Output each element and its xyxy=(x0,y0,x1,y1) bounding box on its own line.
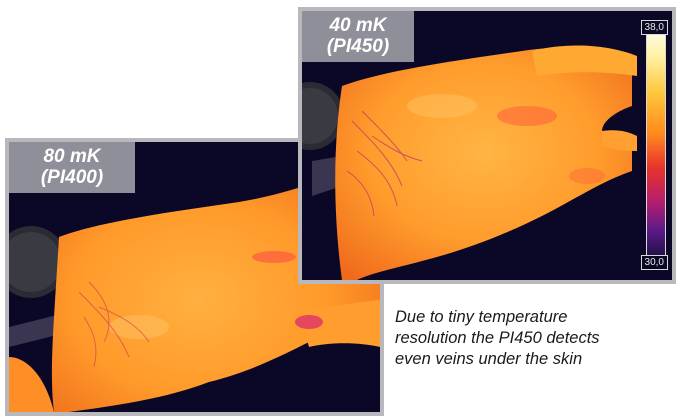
temperature-color-scale xyxy=(646,29,666,261)
resolution-label-pi450: 40 mK (PI450) xyxy=(302,11,414,62)
scale-max-value: 38,0 xyxy=(640,20,668,35)
label-resolution: 80 mK xyxy=(43,146,101,167)
label-resolution: 40 mK xyxy=(329,15,387,36)
caption-line-3: even veins under the skin xyxy=(395,350,583,368)
caption-text: Due to tiny temperature resolution the P… xyxy=(395,307,675,370)
resolution-label-pi400: 80 mK (PI400) xyxy=(9,142,135,193)
thermal-image-pi450: 40 mK (PI450) 38,0 30,0 xyxy=(298,7,676,284)
label-model: (PI400) xyxy=(40,167,104,188)
scale-min-value: 30,0 xyxy=(640,255,668,270)
caption-line-1: Due to tiny temperature xyxy=(395,308,568,326)
hand-thermogram-pi450 xyxy=(302,11,672,280)
caption-line-2: resolution the PI450 detects xyxy=(395,329,600,347)
label-model: (PI450) xyxy=(326,36,390,57)
